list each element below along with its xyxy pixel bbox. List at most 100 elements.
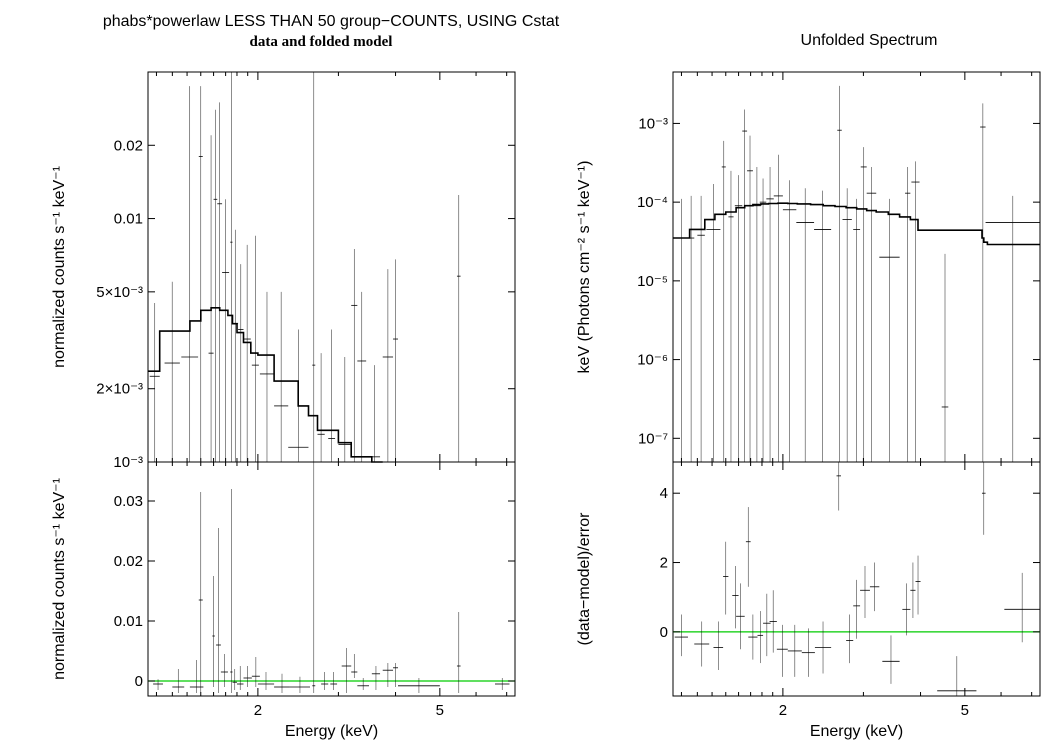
data-point (837, 85, 842, 462)
data-point (674, 614, 688, 657)
data-point (905, 166, 911, 462)
data-point (164, 281, 180, 462)
y-tick-label: 0.01 (114, 211, 143, 228)
y-tick-label: 0 (135, 673, 143, 690)
data-point (338, 356, 352, 462)
data-point (846, 614, 854, 664)
data-point (149, 302, 160, 462)
data-point (787, 624, 802, 677)
data-point (747, 135, 753, 462)
data-point (706, 184, 721, 462)
x-tick-label: 2 (254, 702, 262, 719)
y-tick-label: 10⁻⁵ (637, 273, 668, 290)
data-point (734, 175, 743, 462)
data-point (860, 147, 867, 462)
data-point (836, 462, 842, 511)
data-point (736, 583, 745, 650)
data-point (236, 666, 244, 690)
data-point (456, 194, 461, 462)
data-point (243, 666, 252, 687)
data-point (181, 86, 199, 462)
data-point (198, 86, 203, 462)
data-point (330, 672, 338, 690)
data-point (212, 576, 215, 687)
data-point (773, 154, 783, 462)
plot-unfolded-residual: 0 2 4 2 5 Energy (keV) (data−model)/error (576, 461, 1041, 740)
data-point (317, 353, 325, 462)
y-tick-label: 0 (660, 624, 668, 641)
data-point (189, 660, 204, 693)
data-point (456, 612, 461, 693)
data-point (398, 678, 440, 693)
data-point (860, 566, 870, 618)
y-tick-label: 10⁻³ (638, 115, 668, 132)
y-tick-label: 2×10⁻³ (96, 381, 143, 398)
data-point (208, 135, 214, 462)
y-tick-label: 0.02 (114, 553, 143, 570)
data-point (915, 555, 921, 615)
data-point (980, 103, 986, 462)
data-point (763, 593, 771, 657)
data-point (869, 562, 880, 612)
data-point (1004, 572, 1040, 643)
y-tick-label: 5×10⁻³ (96, 284, 143, 301)
y-tick-label: 10⁻³ (113, 454, 143, 471)
data-point (879, 198, 900, 462)
data-point (274, 673, 290, 693)
data-point (357, 291, 367, 462)
data-point (243, 244, 251, 462)
model-line (673, 202, 1040, 246)
data-point (981, 462, 986, 535)
model-line (148, 307, 383, 463)
data-point (321, 672, 329, 690)
data-point (941, 253, 949, 462)
plot-folded-residual: 0 0.01 0.02 0.03 2 5 Energy (keV) normalized co… (51, 461, 516, 740)
data-point (357, 678, 370, 690)
y-tick-label: 0.02 (114, 137, 143, 154)
data-point (757, 611, 764, 664)
data-point (232, 229, 239, 462)
data-point (232, 669, 237, 690)
y-axis-label: normalized counts s⁻¹ keV⁻¹ (51, 478, 68, 680)
data-point (687, 195, 695, 462)
data-point (341, 648, 352, 693)
data-point (766, 166, 774, 462)
y-tick-label: 0.01 (114, 613, 143, 630)
data-point (251, 657, 260, 687)
data-point (674, 198, 688, 462)
data-point (382, 663, 394, 687)
data-point (985, 195, 1040, 462)
data-point (911, 161, 920, 462)
data-point (796, 188, 815, 462)
data-point (814, 621, 832, 674)
data-point (742, 109, 748, 462)
y-tick-label: 0.03 (114, 493, 143, 510)
data-point (853, 198, 861, 462)
y-axis-label: normalized counts s⁻¹ keV⁻¹ (51, 166, 68, 368)
plot-frame (147, 461, 516, 697)
y-axis-label: (data−model)/error (576, 512, 593, 646)
data-point (351, 654, 358, 678)
data-point (776, 624, 788, 677)
data-point (745, 507, 751, 587)
data-point (732, 566, 739, 629)
data-point (814, 190, 832, 462)
data-point (217, 102, 223, 462)
y-tick-label: 10⁻⁶ (637, 352, 668, 369)
x-tick-label: 5 (961, 702, 969, 719)
y-axis-label: keV (Photons cm⁻² s⁻¹ keV⁻¹) (576, 161, 593, 374)
y-tick-label: 4 (660, 485, 668, 502)
x-axis-label: Energy (keV) (285, 723, 378, 740)
plot-unfolded: 10⁻⁷ 10⁻⁶ 10⁻⁵ 10⁻⁴ 10⁻³ keV (Photons cm⁻² s⁻… (576, 71, 1041, 463)
data-point (351, 248, 358, 462)
y-tick-label: 2 (660, 555, 668, 572)
data-point (728, 170, 734, 462)
data-point (694, 621, 710, 667)
data-point (393, 663, 399, 687)
data-point (748, 614, 758, 660)
data-point (172, 669, 185, 693)
data-point (220, 654, 228, 687)
x-tick-label: 5 (436, 702, 444, 719)
data-point (328, 329, 336, 462)
